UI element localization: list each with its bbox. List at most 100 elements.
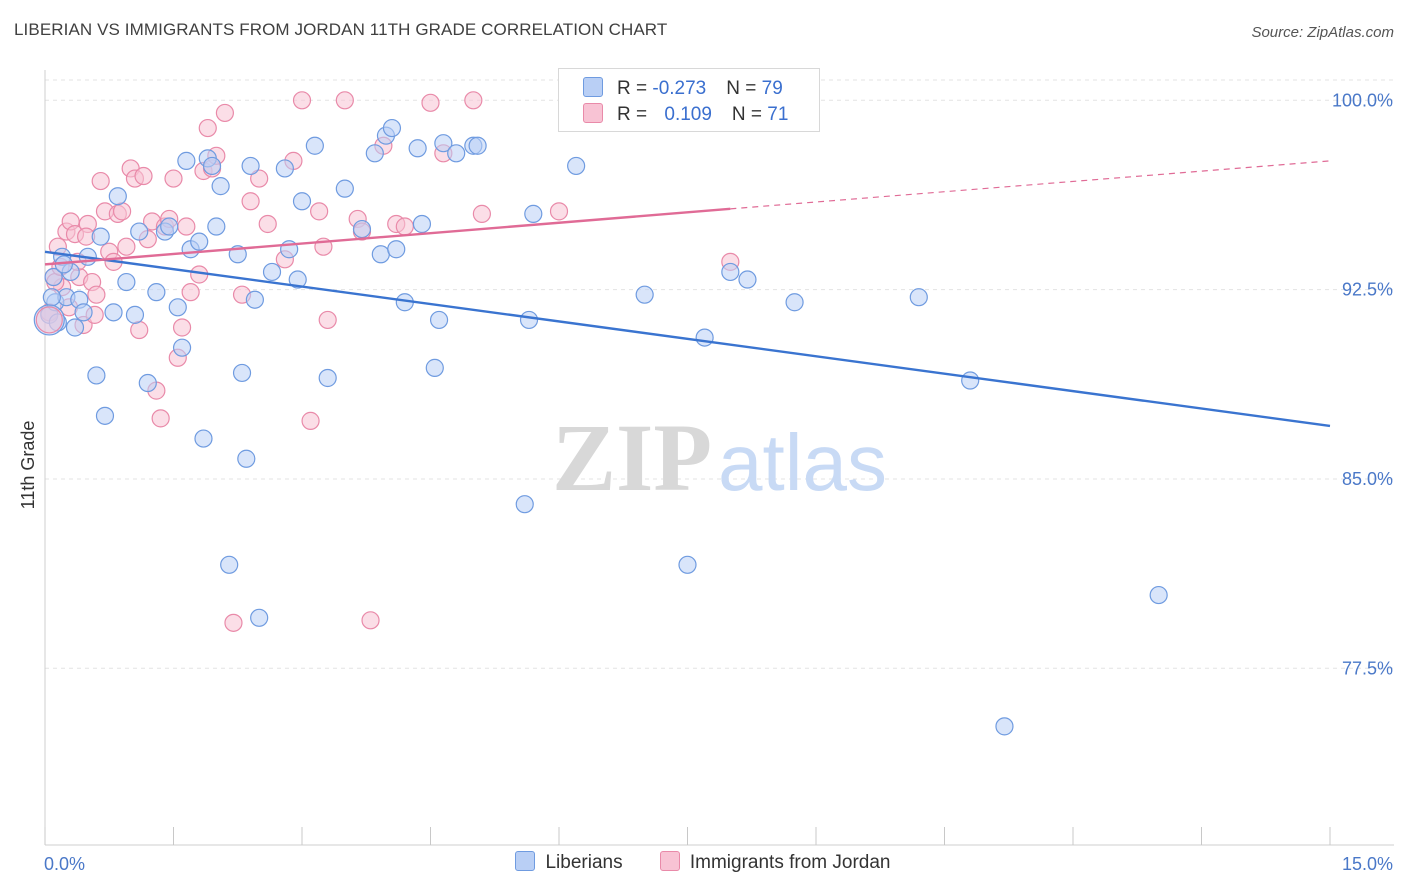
legend-label-liberians: Liberians — [545, 852, 623, 873]
liberian-point — [335, 179, 354, 198]
y-tick-label: 100.0% — [1332, 90, 1393, 110]
liberian-point — [190, 232, 209, 251]
liberian-point — [168, 298, 187, 317]
liberian-point — [635, 285, 654, 304]
legend-n-label: N = — [726, 78, 762, 99]
liberian-point — [108, 187, 127, 206]
liberian-trend-line — [44, 250, 1331, 428]
legend-n-value: 71 — [767, 104, 789, 125]
liberian-point — [995, 717, 1014, 736]
liberian-point — [44, 267, 63, 287]
jordan-point — [549, 202, 569, 221]
legend-item-jordan: Immigrants from Jordan — [659, 851, 891, 874]
jordan-point — [130, 320, 149, 340]
liberian-point-large — [33, 304, 65, 336]
jordan-point — [164, 169, 183, 188]
jordan-point — [112, 202, 132, 221]
jordan-point — [134, 166, 153, 186]
jordan-point — [258, 214, 277, 234]
series-legend: Liberians Immigrants from Jordan — [0, 851, 1406, 874]
jordan-point — [151, 409, 170, 428]
jordan-point — [241, 192, 260, 211]
jordan-point — [198, 118, 217, 138]
liberian-point — [371, 245, 390, 264]
liberian-point — [117, 272, 136, 292]
liberian-point — [387, 240, 406, 259]
y-tick-label: 92.5% — [1342, 280, 1393, 300]
legend-row-liberians: R = -0.273 N = 79 — [583, 77, 783, 101]
legend-n-value: 79 — [761, 78, 783, 99]
legend-swatch-blue — [583, 77, 603, 97]
jordan-point — [464, 91, 483, 110]
liberian-point — [524, 204, 543, 223]
jordan-point — [301, 411, 320, 430]
jordan-point — [91, 171, 110, 191]
liberian-point — [232, 363, 252, 383]
x-tick-label-min: 0.0% — [44, 854, 85, 874]
liberian-point — [262, 262, 282, 282]
liberian-point — [434, 134, 453, 153]
chart-title: LIBERIAN VS IMMIGRANTS FROM JORDAN 11TH … — [14, 20, 668, 39]
jordan-point — [215, 103, 234, 123]
liberian-point — [425, 358, 444, 377]
legend-r-value: -0.273 — [652, 78, 707, 99]
liberian-point — [172, 338, 192, 357]
legend-n-label: N = — [731, 104, 768, 125]
liberian-point — [695, 328, 714, 347]
jordan-point — [318, 310, 337, 330]
liberian-point — [138, 373, 157, 393]
liberian-point — [738, 270, 757, 289]
jordan-point — [421, 93, 440, 112]
x-tick-label-max: 15.0% — [1342, 854, 1393, 874]
liberian-point — [909, 288, 928, 307]
correlation-legend: R = -0.273 N = 79 R = 0.109 N = 71 — [558, 68, 820, 132]
liberian-point — [447, 144, 466, 163]
liberian-point — [245, 290, 264, 309]
jordan-point — [250, 169, 269, 188]
liberian-point — [211, 177, 230, 196]
jordan-point — [361, 611, 380, 630]
liberian-point — [305, 136, 324, 155]
liberian-point — [65, 318, 85, 337]
liberian-point — [412, 214, 432, 234]
liberian-point — [237, 449, 256, 468]
liberian-point — [515, 495, 534, 514]
liberian-point — [275, 159, 294, 178]
liberian-point — [382, 118, 402, 138]
jordan-point — [335, 91, 354, 110]
jordan-trend-line — [44, 207, 731, 266]
liberian-point — [220, 555, 239, 574]
watermark: ZIP atlas — [552, 404, 887, 511]
legend-swatch-pink — [659, 851, 680, 871]
liberian-point — [202, 156, 222, 176]
data-points — [33, 91, 1168, 736]
liberian-point — [160, 217, 179, 236]
jordan-point — [177, 217, 196, 236]
trend-lines — [44, 160, 1331, 428]
liberian-point — [292, 192, 312, 211]
liberian-point — [468, 136, 487, 155]
legend-r-label: R = — [617, 104, 653, 125]
liberian-point — [42, 288, 61, 307]
jordan-point — [172, 318, 192, 337]
jordan-point — [472, 204, 491, 223]
watermark-atlas: atlas — [718, 418, 887, 507]
tick-labels: 77.5% 85.0% 92.5% 100.0% 0.0% 15.0% — [44, 90, 1393, 874]
legend-r-value: 0.109 — [664, 104, 712, 125]
liberian-point — [74, 303, 93, 322]
liberian-point — [961, 371, 980, 390]
watermark-zip: ZIP — [552, 404, 712, 511]
liberian-point — [519, 310, 539, 330]
liberian-point — [352, 219, 372, 239]
legend-swatch-blue — [515, 851, 536, 871]
jordan-point — [395, 217, 414, 236]
liberian-point — [785, 293, 804, 312]
jordan-trend-extension — [730, 160, 1331, 210]
liberian-point — [721, 262, 740, 282]
jordan-point — [292, 91, 312, 110]
liberian-point — [318, 368, 337, 388]
legend-row-jordan: R = 0.109 N = 71 — [583, 103, 788, 127]
jordan-point — [224, 613, 243, 632]
liberian-point — [365, 144, 384, 163]
